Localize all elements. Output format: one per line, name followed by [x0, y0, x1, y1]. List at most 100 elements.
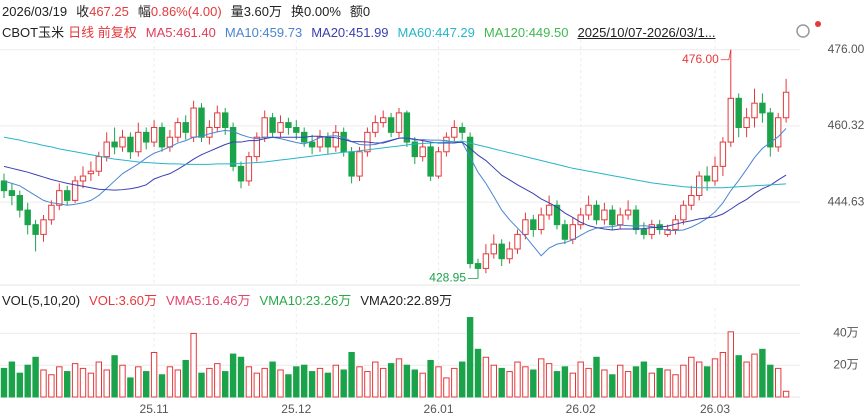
volume-bar: [206, 367, 213, 398]
volume-bar: [95, 361, 102, 398]
x-tick-label: 25.12: [281, 402, 311, 416]
candle-body: [617, 214, 624, 226]
candle-body: [340, 131, 347, 153]
field-value: 换0.00%: [291, 4, 341, 19]
x-tick-label: 25.11: [140, 402, 169, 416]
candle-body: [506, 248, 513, 260]
candle-body: [198, 107, 205, 138]
volume-bar: [451, 367, 458, 398]
candle-body: [127, 136, 134, 153]
volume-bar: [380, 367, 387, 398]
volume-bar: [624, 371, 632, 398]
volume-bar: [490, 364, 498, 398]
field-value: 0.86%(4.00): [150, 4, 222, 19]
candle-body: [751, 102, 758, 119]
candle-body: [585, 204, 592, 216]
candle-body: [451, 126, 458, 138]
volume-bar: [269, 361, 276, 398]
volume-bar: [356, 366, 363, 398]
annotation: 428.95: [429, 271, 466, 285]
field-value: 2026/03/19: [2, 4, 68, 19]
y-tick-label: 20万: [833, 357, 858, 371]
volume-bar: [372, 361, 379, 398]
volume-bar: [324, 372, 332, 398]
legend-item: MA5:461.40: [145, 25, 216, 40]
candle-body: [553, 204, 561, 226]
volume-bar: [443, 377, 450, 398]
candle-body: [387, 117, 395, 133]
volume-bar: [775, 367, 782, 398]
candle-body: [111, 141, 118, 148]
candle-body: [696, 175, 703, 197]
volume-bar: [308, 371, 316, 398]
candle-body: [253, 136, 261, 158]
candle-body: [775, 117, 782, 148]
volume-bar: [767, 364, 774, 398]
volume-bar: [64, 371, 71, 398]
volume-bar: [340, 369, 347, 398]
candle-body: [474, 263, 482, 269]
candle-body: [735, 97, 742, 128]
y-tick-label: 444.63: [828, 194, 864, 208]
volume-bar: [538, 358, 545, 398]
notice-dot: [815, 21, 821, 27]
volume-bar: [648, 372, 655, 398]
volume-bar: [143, 371, 150, 398]
legend-item: VMA5:16.46万: [165, 293, 251, 308]
volume-bar: [632, 366, 640, 398]
volume-bar: [759, 348, 766, 398]
candle-body: [16, 195, 24, 211]
volume-bar: [222, 371, 229, 398]
volume-bar: [609, 374, 616, 398]
volume-bar: [411, 369, 419, 398]
volume-bar: [332, 364, 340, 398]
candle-body: [411, 141, 419, 158]
candle-body: [593, 204, 600, 221]
volume-bar: [174, 369, 182, 398]
volume-bar: [593, 356, 600, 398]
volume-bar: [237, 356, 245, 398]
candle-body: [277, 122, 284, 133]
candle-body: [482, 253, 490, 269]
volume-bar: [419, 372, 426, 398]
volume-bar: [56, 366, 63, 398]
volume-bar: [530, 369, 537, 398]
volume-bar: [158, 374, 166, 398]
candle-body: [119, 136, 126, 148]
candle-body: [490, 243, 498, 255]
volume-bar: [135, 366, 142, 398]
candle-body: [229, 126, 237, 167]
volume-bar: [364, 371, 371, 398]
field-value: 467.25: [89, 4, 129, 19]
volume-bar: [0, 367, 8, 398]
candle-body: [237, 165, 245, 182]
volume-bar: [640, 361, 648, 398]
candle-body: [190, 107, 197, 138]
settings-icon[interactable]: [796, 24, 810, 38]
volume-bar: [522, 366, 529, 398]
volume-bar: [743, 361, 750, 398]
candle-body: [395, 112, 403, 133]
volume-bar: [711, 358, 719, 398]
volume-bar: [190, 332, 197, 398]
volume-bar: [119, 364, 126, 398]
candle-body: [285, 122, 292, 128]
candle-body: [530, 219, 537, 231]
volume-bar: [182, 359, 189, 398]
legend-item: MA10:459.73: [224, 25, 303, 40]
volume-bar: [696, 361, 703, 398]
candle-body: [293, 126, 300, 133]
x-tick-label: 26.02: [566, 402, 596, 416]
volume-bar: [688, 356, 695, 398]
volume-bar: [198, 372, 205, 398]
volume-bar: [427, 359, 434, 398]
volume-bar: [316, 367, 324, 398]
volume-bar: [127, 377, 134, 398]
legend-item: VMA20:22.89万: [360, 293, 453, 308]
x-tick-label: 26.01: [423, 402, 453, 416]
candle-body: [680, 204, 687, 221]
header-row: 2026/03/19 收467.25 幅0.86%(4.00) 量3.60万 换0.00…: [2, 1, 379, 20]
candle-body: [182, 122, 189, 133]
volume-bar: [150, 352, 158, 398]
volume-bar: [545, 363, 553, 398]
